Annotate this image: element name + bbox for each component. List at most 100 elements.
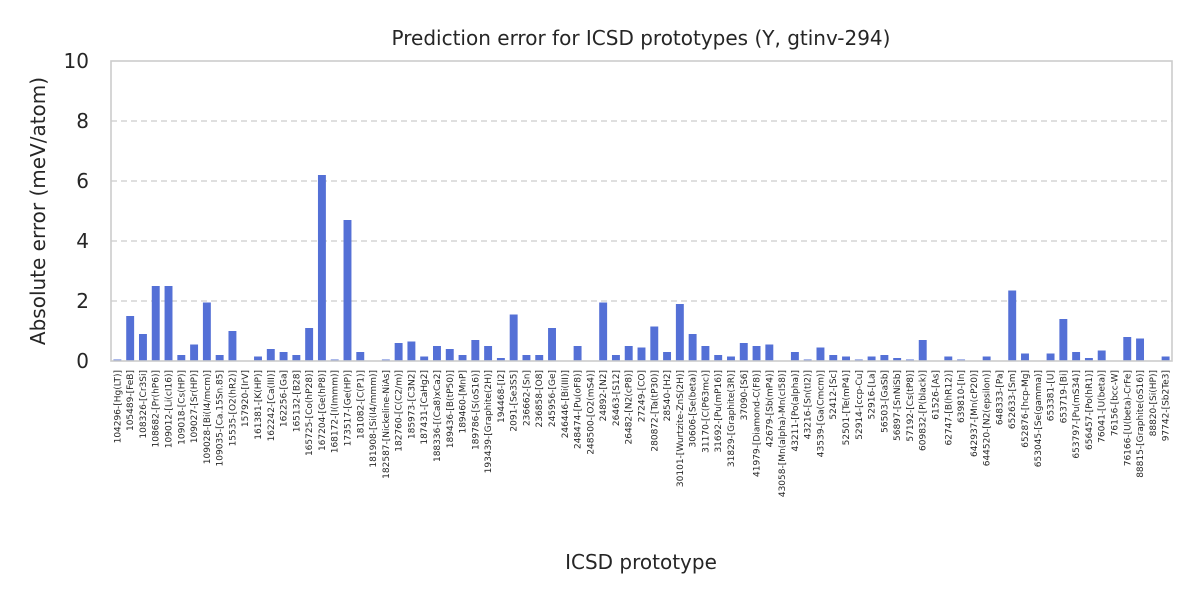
x-tick-label: 165725-[Co(hP28)] [305,370,315,456]
bar [1072,352,1081,361]
x-tick-label: 43211-[Po(alpha)] [791,370,801,451]
x-tick-label: 62747-[B(hR12)] [944,370,954,446]
bar [688,334,697,361]
x-tick-label: 108682-[Pr(hP6)] [152,370,162,447]
x-tick-label: 52914-[ccp-Cu] [855,370,865,440]
y-tick-label: 2 [76,289,89,313]
bar [522,355,531,361]
bar [279,352,288,361]
x-tick-label: 653045-[Se(gamma)] [1034,370,1044,467]
bar [126,316,135,361]
x-tick-label: 165132-[B28] [292,370,302,432]
x-tick-label: 245956-[Ge] [548,370,558,427]
x-tick-label: 193439-[Graphite(2H)] [484,370,494,473]
bar [305,328,314,361]
bar [138,334,147,361]
bar [918,340,927,361]
x-tick-label: 43058-[Mn(alpha)-Mn(cI58)] [778,370,788,497]
x-tick-label: 43216-[Sn(tI2)] [804,370,814,439]
x-tick-label: 31829-[Graphite(3R)] [727,370,737,467]
x-tick-label: 26482-[N2(cP8)] [625,370,635,444]
bar [292,355,301,361]
x-tick-labels: 104296-[Hg(LT)] 105489-[FeB] 108326-[Cr3Si… [113,370,1171,497]
x-tick-label: 56897-[SnNiSb] [893,370,903,441]
bar [1021,353,1029,361]
bar [484,346,493,361]
x-tick-label: 157920-[IrV] [241,370,251,427]
bar [266,349,275,361]
bar [394,343,403,361]
bar [816,347,825,361]
x-tick-label: 161381-[K(HP)] [254,370,264,440]
bar [765,344,774,361]
x-tick-label: 188336-[(Ca8)xCa2] [433,370,443,462]
bar [752,346,761,361]
x-tick-label: 76041-[U(beta)] [1098,370,1108,443]
bar [829,355,838,361]
x-tick-label: 248500-[O2(mS4)] [586,370,596,455]
x-tick-label: 236858-[O8] [535,370,545,427]
x-tick-label: 30101-[Wurtzite-ZnS(2H)] [676,370,686,487]
bar [471,340,480,361]
bar [407,341,416,361]
plot-frame [110,60,1173,362]
x-tick-label: 652633-[Sm] [1008,370,1018,429]
bar [420,356,429,361]
y-tick-label: 6 [76,169,89,193]
x-tick-label: 181908-[Si(I4/mmm)] [369,370,379,468]
x-tick-label: 189436-[B(tP50)] [446,370,456,448]
x-tick-label: 185973-[C3N2] [407,370,417,439]
bar [228,331,237,361]
bar [714,355,723,361]
bar [356,352,365,361]
x-tick-label: 189786-[S(oS16)] [471,370,481,450]
y-tick-label: 10 [64,49,89,73]
x-tick-label: 248474-[Pu(oF8)] [574,370,584,449]
bar [496,358,505,361]
grid-lines [111,120,1172,302]
bar [317,175,326,361]
bars [113,175,1170,361]
x-tick-label: 26463-[S12] [612,370,622,426]
bar [177,355,186,361]
x-tick-label: 24892-[N2] [599,370,609,421]
x-tick-label: 246446-[Bi(III)] [561,370,571,438]
bar [675,304,684,361]
x-tick-label: 182760-[C(C2/m)] [395,370,405,452]
bar [1084,358,1093,361]
bar [458,355,467,361]
bar [1136,338,1145,361]
bar [637,347,646,361]
bar [893,358,902,361]
x-tick-label: 42679-[Sb(mP4)] [765,370,775,447]
bar [254,356,262,361]
x-tick-label: 30606-[Se(beta)] [689,370,699,447]
x-tick-label: 104296-[Hg(LT)] [113,370,123,443]
x-tick-label: 168172-[I(Immm)] [331,370,341,453]
bar [573,346,582,361]
bar [650,326,659,361]
x-tick-label: 653797-[Pu(mS34)] [1072,370,1082,459]
bar [548,328,556,361]
bar [599,302,608,361]
bar [433,346,441,361]
x-tick-label: 105489-[FeB] [126,370,136,431]
x-tick-label: 37090-[S6] [740,370,750,420]
x-tick-label: 109018-[Cs(HP)] [177,370,187,445]
x-tick-label: 609832-[P(black)] [919,370,929,451]
bar [944,356,953,361]
x-tick-label: 653381-[U] [1047,370,1057,421]
x-tick-label: 639810-[In] [957,370,967,423]
x-tick-label: 56503-[GaSb] [880,370,890,433]
bar [739,343,748,361]
x-tick-label: 181082-[C(P1)] [356,370,366,439]
x-tick-label: 76166-[U(beta)-CrFe] [1123,370,1133,466]
bar [535,355,544,361]
x-tick-label: 162242-[Ca(III)] [267,370,277,441]
bar [190,344,199,361]
x-tick-label: 648333-[Pa] [995,370,1005,425]
x-tick-label: 280872-[Ta(tP30)] [650,370,660,452]
bar [215,355,224,361]
x-tick-label: 31692-[Pu(mP16)] [714,370,724,453]
